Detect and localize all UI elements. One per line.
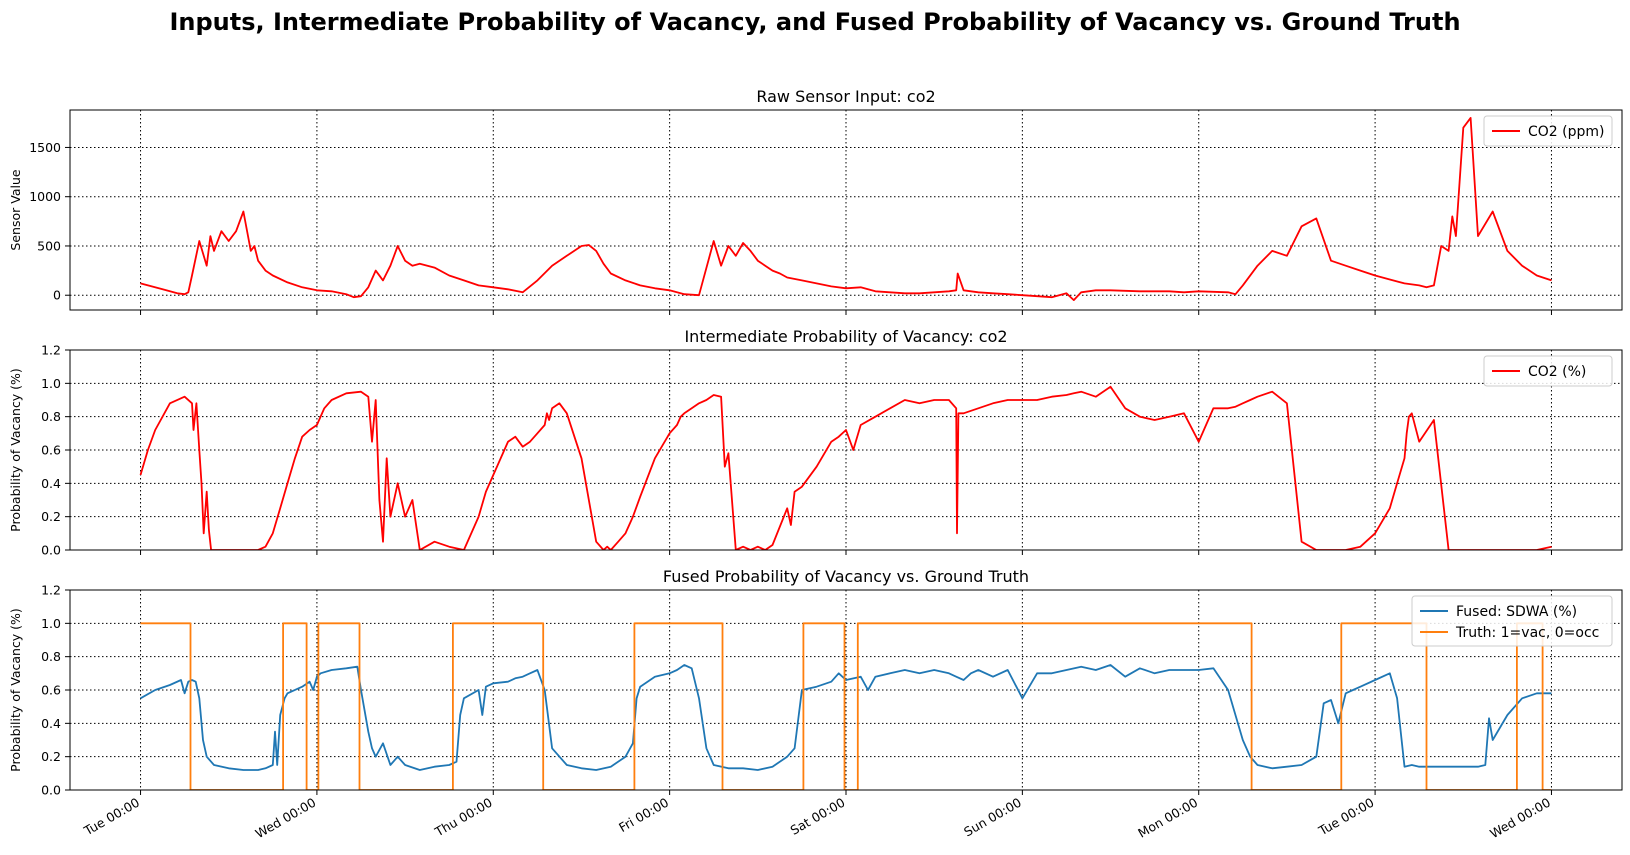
subplot-1: 0 500 1000 1500 Raw Sensor Input: co2 Sensor …	[8, 87, 1623, 315]
legend-box	[1483, 115, 1613, 147]
axes-frame	[69, 349, 1623, 551]
y-tick-label: 1500	[29, 140, 61, 155]
axes-frame	[69, 109, 1623, 311]
y-tick-label: 1.0	[41, 376, 61, 391]
series-group	[139, 385, 1552, 550]
legend-entry: CO2 (%)	[1528, 364, 1586, 380]
y-tick-label: 0.6	[41, 683, 61, 698]
legend-entry: Truth: 1=vac, 0=occ	[1455, 625, 1599, 641]
legend-box	[1483, 355, 1613, 387]
legend: CO2 (%)	[1483, 355, 1613, 387]
legend-box	[1411, 595, 1613, 647]
y-tick-label: 1.0	[41, 616, 61, 631]
y-tick-label: 1.2	[41, 583, 61, 598]
series-line-1	[139, 385, 1552, 550]
subplot-3: 0.0 0.2 0.4 0.6 0.8 1.0 1.2 Fused Probability o…	[8, 567, 1623, 798]
y-tick-label: 0.0	[41, 783, 61, 798]
series-line-1	[140, 117, 1552, 302]
y-axis-label: Sensor Value	[8, 169, 23, 250]
legend: Fused: SDWA (%) Truth: 1=vac, 0=occ	[1411, 595, 1613, 647]
y-tick-label: 0.4	[41, 716, 61, 731]
y-tick-label: 0.8	[41, 649, 61, 664]
y-tick-label: 0.6	[41, 443, 61, 458]
subplot-title: Raw Sensor Input: co2	[756, 87, 935, 106]
legend-entry: CO2 (ppm)	[1528, 124, 1605, 140]
axes-frame	[69, 589, 1623, 791]
y-tick-label: 0	[53, 288, 61, 303]
legend: CO2 (ppm)	[1483, 115, 1613, 147]
y-tick-label: 1.2	[41, 343, 61, 358]
series-group	[140, 117, 1552, 302]
legend-entry: Fused: SDWA (%)	[1456, 604, 1577, 620]
y-tick-label: 0.4	[41, 476, 61, 491]
y-tick-label: 1000	[29, 189, 61, 204]
subplot-title: Intermediate Probability of Vacancy: co2	[684, 327, 1007, 346]
y-tick-label: 0.0	[41, 543, 61, 558]
y-axis-label: Probability of Vacancy (%)	[8, 608, 23, 772]
y-tick-label: 0.8	[41, 409, 61, 424]
subplot-title: Fused Probability of Vacancy vs. Ground …	[663, 567, 1029, 586]
figure-title: Inputs, Intermediate Probability of Vaca…	[169, 8, 1460, 36]
subplots: 0 500 1000 1500 Raw Sensor Input: co2 Sensor …	[8, 87, 1623, 798]
y-tick-label: 0.2	[41, 749, 61, 764]
subplot-2: 0.0 0.2 0.4 0.6 0.8 1.0 1.2 Intermediate Probab…	[8, 327, 1623, 558]
y-tick-label: 0.2	[41, 509, 61, 524]
y-tick-label: 500	[37, 238, 61, 253]
y-axis-label: Probability of Vacancy (%)	[8, 368, 23, 532]
